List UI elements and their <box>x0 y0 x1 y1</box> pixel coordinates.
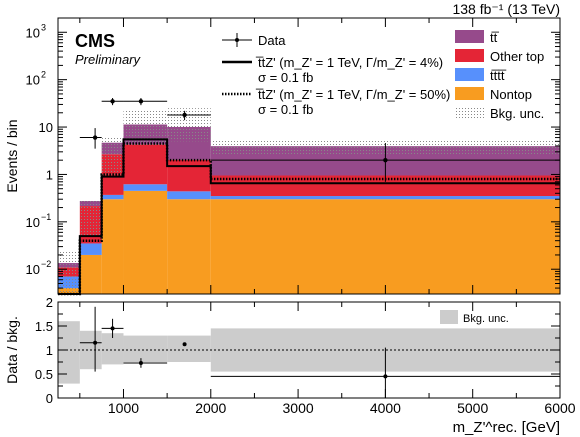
bar-series0-bin1 <box>79 254 102 294</box>
bar-series1-bin3 <box>123 184 168 191</box>
data-point-1 <box>110 99 115 104</box>
x-tick-label-3000: 3000 <box>283 400 314 416</box>
lumi-label: 138 fb⁻¹ (13 TeV) <box>452 1 560 17</box>
ratio-point-0 <box>93 340 98 345</box>
bkg-unc-bin1 <box>79 199 102 237</box>
legend-tttt-swatch <box>455 68 484 81</box>
bar-series0-bin2 <box>101 199 124 294</box>
bar-series0-bin4 <box>167 199 211 294</box>
y-tick-label-0: 1 <box>46 167 53 182</box>
y-tick-exp--2: −2 <box>41 259 51 269</box>
legend-ttbar-swatch <box>455 30 484 43</box>
x-tick-label-4000: 4000 <box>370 400 401 416</box>
y-axis-label: Events / bin <box>4 119 20 192</box>
legend-data-marker-dot <box>235 38 239 42</box>
ratio-panel: 0 0.5 1 1.5 2 1000 2000 3000 4000 5000 6000 Bkg. … <box>4 295 576 436</box>
signal-lines <box>58 138 560 296</box>
bar-series1-bin2 <box>101 194 124 200</box>
ratio-points <box>79 306 560 398</box>
main-frame <box>57 17 561 295</box>
y-tick-label--1: 10 <box>26 215 40 230</box>
legend-nontop: Nontop <box>490 87 532 102</box>
ratio-point-1 <box>110 326 115 331</box>
ratio-unc-band <box>58 321 561 384</box>
x-tick-label-6000: 6000 <box>544 400 575 416</box>
bar-series0-bin3 <box>123 190 168 294</box>
legend-signal1-xsec: σ = 0.1 fb <box>258 70 313 85</box>
y-tick-exp--1: −1 <box>41 212 51 222</box>
ratio-point-2 <box>138 360 143 365</box>
ratio-legend-swatch <box>440 310 458 324</box>
legend-signal1-text: t̅tZ' (m_Z' = 1 TeV, Γ/m_Z' = 4%) <box>256 55 443 70</box>
bar-series1-bin1 <box>79 243 102 255</box>
bkg-unc-bin4 <box>167 108 211 142</box>
legend-signal2-text: t̅tZ' (m_Z' = 1 TeV, Γ/m_Z' = 50%) <box>256 87 451 102</box>
ratio-legend-label: Bkg. unc. <box>463 313 509 325</box>
bar-series2-bin3 <box>123 144 168 185</box>
bkg-unc-bin2 <box>101 137 124 175</box>
data-point-2 <box>138 99 144 104</box>
x-tick-label-1000: 1000 <box>108 400 139 416</box>
legend-signal2-xsec: σ = 0.1 fb <box>258 102 313 117</box>
y-tick-label-2: 10 <box>26 73 40 88</box>
legend-tttt: tt̅tt̅ <box>490 68 506 83</box>
data-point-4 <box>383 157 388 163</box>
y-tick-exp-3: 3 <box>41 22 46 32</box>
ratio-y-tick-label-1: 1 <box>46 343 53 358</box>
legend-othertop: Other top <box>490 49 544 64</box>
ratio-y-tick-label-2: 2 <box>46 295 53 310</box>
y-tick-label--2: 10 <box>26 262 40 277</box>
ratio-y-ticks: 0 0.5 1 1.5 2 <box>35 295 560 406</box>
data-point-0 <box>92 135 98 140</box>
ratio-band-3 <box>123 335 168 362</box>
ratio-y-tick-label-1.5: 1.5 <box>35 319 53 334</box>
signal-line-1 <box>58 142 560 296</box>
bar-series1-bin5 <box>210 196 561 200</box>
ratio-band-0 <box>58 321 80 384</box>
bar-series2-bin5 <box>210 175 561 197</box>
legend-othertop-swatch <box>455 49 484 62</box>
ratio-y-tick-label-0: 0 <box>46 391 53 406</box>
bar-series0-bin5 <box>210 199 561 294</box>
legend-bkgunc-swatch <box>455 106 484 119</box>
experiment-label: CMS <box>75 31 115 51</box>
ratio-point-3 <box>182 342 187 347</box>
ratio-band-2 <box>101 333 124 365</box>
bkg-unc-bin0 <box>58 250 80 294</box>
status-label: Preliminary <box>75 52 142 67</box>
y-tick-label-3: 10 <box>26 25 40 40</box>
ratio-y-axis-label: Data / bkg. <box>4 316 20 384</box>
legend-data: Data <box>258 33 286 48</box>
x-axis-label: m_Z'^rec. [GeV] <box>453 419 560 436</box>
ratio-point-4 <box>383 374 388 379</box>
y-tick-exp-2: 2 <box>41 70 46 80</box>
bar-series1-bin4 <box>167 191 211 200</box>
x-tick-label-5000: 5000 <box>457 400 488 416</box>
ratio-x-ticks: 1000 2000 3000 4000 5000 6000 <box>79 302 576 416</box>
data-points <box>79 98 560 182</box>
legend-nontop-swatch <box>455 87 484 100</box>
legend-ttbar: tt̅ <box>490 30 499 45</box>
x-axis-ticks-top <box>79 18 561 294</box>
bkg-unc-bin3 <box>123 110 168 146</box>
legend: Data t̅tZ' (m_Z' = 1 TeV, Γ/m_Z' = 4%) σ… <box>222 30 544 121</box>
ratio-y-tick-label-0.5: 0.5 <box>35 367 53 382</box>
legend-bkgunc: Bkg. unc. <box>490 106 544 121</box>
x-tick-label-2000: 2000 <box>195 400 226 416</box>
bar-series2-bin4 <box>167 159 211 192</box>
data-point-3 <box>182 112 187 118</box>
ratio-band-4 <box>167 335 211 362</box>
y-tick-label-1: 10 <box>39 120 53 135</box>
